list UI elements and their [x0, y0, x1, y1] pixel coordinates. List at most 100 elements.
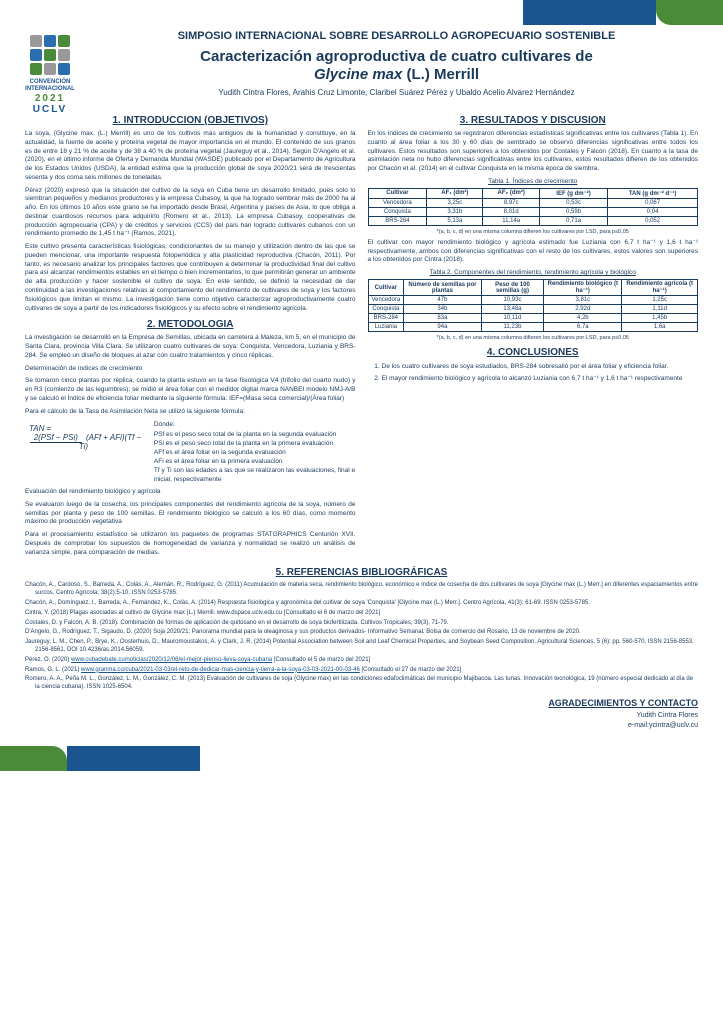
- intro-p3: Este cultivo presenta características fi…: [25, 243, 356, 313]
- tabla2-note: *(a, b, c, d) en una misma columna difie…: [368, 335, 699, 341]
- t2-r3c2: 11,23b: [481, 323, 544, 332]
- refs-heading: 5. REFERENCIAS BIBLIOGRÁFICAS: [25, 567, 698, 578]
- title-line1: Caracterización agroproductiva de cuatro…: [200, 48, 593, 65]
- t2-h2: Peso de 100 semillas (g): [481, 280, 544, 296]
- t1-r1c0: Conquista: [368, 207, 427, 216]
- tabla1-caption: Tabla 1. Índices de crecimiento: [368, 178, 699, 185]
- aff-def: AFf es el área foliar en la segunda eval…: [154, 448, 356, 457]
- t2-h3: Rendimiento biológico (t ha⁻¹): [544, 280, 622, 296]
- tabla1: Cultivar AF₁ (dm²) AF₂ (dm²) IEF (g dm⁻²…: [368, 188, 699, 226]
- authors: Yudith Cintra Flores, Arahis Cruz Limont…: [95, 88, 698, 97]
- symposium-title: SIMPOSIO INTERNACIONAL SOBRE DESARROLLO …: [95, 30, 698, 42]
- ref-4: Costales, D. y Falcón, A. B. (2018). Com…: [25, 620, 698, 628]
- t1-h1: AF₁ (dm²): [427, 188, 483, 198]
- metodo-p6: Se evaluaron luego de la cosecha, los pr…: [25, 501, 356, 527]
- title-rest: (L.) Merrill: [402, 66, 479, 83]
- t1-r0c4: 0,067: [608, 198, 698, 207]
- ref-9: Romero, A. A., Peña M. L., González, L. …: [25, 676, 698, 692]
- t2-r1c1: 34b: [404, 305, 481, 314]
- logo-convention: CONVENCIÓN INTERNACIONAL: [20, 79, 80, 93]
- t2-r1c0: Conquista: [368, 305, 404, 314]
- t1-h0: Cultivar: [368, 188, 427, 198]
- ref-8-pre: Ramos, G. L. (2021): [25, 667, 81, 673]
- t2-r2c3: 4,2b: [544, 314, 622, 323]
- donde-label: Dónde:: [154, 420, 356, 429]
- metodo-p1: La investigación se desarrolló en la Emp…: [25, 334, 356, 360]
- ref-8-link[interactable]: www.granma.cu/cuba/2021-03-03/el-reto-de…: [81, 667, 360, 673]
- ref-8: Ramos, G. L. (2021) www.granma.cu/cuba/2…: [25, 667, 698, 675]
- formula-block: TAN = 2(PSf − PSi)(AFf + AFi)(Tf − Ti) D…: [25, 420, 356, 484]
- conclusion-1: De los cuatro cultivares de soya estudia…: [382, 362, 699, 371]
- ack-email: e-mail:ycintra@uclv.cu: [25, 721, 698, 731]
- t2-r0c3: 3,81c: [544, 296, 622, 305]
- tabla2: Cultivar Número de semillas por plantas …: [368, 279, 699, 332]
- ref-5: D'Angelo, G., Rodríguez, T., Sigaudo, D.…: [25, 629, 698, 637]
- references: Chacón, A., Cardoso, S., Barreda, A., Co…: [25, 582, 698, 692]
- tfti-def: Tf y Ti son las edades a las que se real…: [154, 466, 356, 484]
- t1-r2c3: 0,71a: [539, 216, 607, 225]
- ref-7: Pérez, O. (2020) www.cubadebate.cu/notic…: [25, 657, 698, 665]
- ref-7-post: [Consultado el 5 de marzo del 2021]: [272, 657, 370, 663]
- t2-r2c4: 1,45b: [622, 314, 698, 323]
- t2-r1c3: 2,92d: [544, 305, 622, 314]
- t1-r1c1: 3,31b: [427, 207, 483, 216]
- t1-r1c4: 0,04: [608, 207, 698, 216]
- t1-r0c3: 0,53c: [539, 198, 607, 207]
- t2-r1c2: 13,48a: [481, 305, 544, 314]
- ack-heading: AGRADECIMIENTOS Y CONTACTO: [25, 698, 698, 708]
- t2-r3c3: 6,7a: [544, 323, 622, 332]
- intro-p2: Pérez (2020) expresó que la situación de…: [25, 187, 356, 240]
- metodo-p7: Para el procesamiento estadístico se uti…: [25, 531, 356, 557]
- t2-r2c0: BRS-284: [368, 314, 404, 323]
- logo-uclv: UCLV: [20, 104, 80, 115]
- t1-h3: IEF (g dm⁻²): [539, 188, 607, 198]
- t2-r1c4: 1,11d: [622, 305, 698, 314]
- tan-formula: TAN = 2(PSf − PSi)(AFf + AFi)(Tf − Ti): [25, 420, 146, 455]
- t2-r0c4: 1,25c: [622, 296, 698, 305]
- metodo-p5: Evaluación del rendimiento biológico y a…: [25, 488, 356, 497]
- t1-r0c0: Vencedora: [368, 198, 427, 207]
- t1-r1c2: 8,01d: [483, 207, 539, 216]
- t1-r0c1: 3,25c: [427, 198, 483, 207]
- t1-r2c4: 0,052: [608, 216, 698, 225]
- t2-r3c1: 94a: [404, 323, 481, 332]
- resultados-heading: 3. RESULTADOS Y DISCUSION: [368, 115, 699, 126]
- ref-2: Chacón, A., Domínguez, I., Barreda, A., …: [25, 600, 698, 608]
- ref-8-post: [Consultado el 27 de marzo del 2021]: [360, 667, 461, 673]
- conclusion-2: El mayor rendimiento biológico y agrícol…: [382, 374, 699, 383]
- tabla2-caption: Tabla 2. Componentes del rendimiento, re…: [368, 269, 699, 276]
- t1-r2c0: BRS-284: [368, 216, 427, 225]
- metodo-p3: Se tomaron cinco plantas por réplica, cu…: [25, 377, 356, 403]
- metodo-p4: Para el cálculo de la Tasa de Asimilació…: [25, 408, 356, 417]
- psf-def: PSf es el peso seco total de la planta e…: [154, 430, 356, 439]
- t2-r0c2: 10,93c: [481, 296, 544, 305]
- intro-p1: La soya, (Glycine max. (L.) Merrill) es …: [25, 130, 356, 183]
- t1-r2c2: 11,14a: [483, 216, 539, 225]
- t2-h4: Rendimiento agrícola (t ha⁻¹): [622, 280, 698, 296]
- tabla1-note: *(a, b, c, d) en una misma columna difie…: [368, 229, 699, 235]
- header-deco: [523, 0, 723, 25]
- title-species: Glycine max: [314, 66, 402, 83]
- ref-7-pre: Pérez, O. (2020): [25, 657, 71, 663]
- intro-heading: 1. INTRODUCCION (OBJETIVOS): [25, 115, 356, 126]
- t2-r3c4: 1,6a: [622, 323, 698, 332]
- ref-7-link[interactable]: www.cubadebate.cu/noticias/2020/12/06/el…: [71, 657, 272, 663]
- t2-h0: Cultivar: [368, 280, 404, 296]
- main-title: Caracterización agroproductiva de cuatro…: [95, 48, 698, 84]
- t2-r0c0: Vencedora: [368, 296, 404, 305]
- t1-h4: TAN (g dm⁻² d⁻¹): [608, 188, 698, 198]
- ack-name: Yudith Cintra Flores: [25, 711, 698, 721]
- t1-r2c1: 5,13a: [427, 216, 483, 225]
- ref-6: Jaureguy, L. M., Chen, P., Brye, K., Oos…: [25, 639, 698, 655]
- resultados-p1: En los índices de crecimiento se registr…: [368, 130, 699, 174]
- t2-r0c1: 47b: [404, 296, 481, 305]
- t1-r0c2: 8,97c: [483, 198, 539, 207]
- metodo-p2: Determinación de índices de crecimiento: [25, 365, 356, 374]
- footer-deco: [0, 746, 200, 771]
- t2-h1: Número de semillas por plantas: [404, 280, 481, 296]
- t2-r2c1: 83a: [404, 314, 481, 323]
- t2-r2c2: 10,11d: [481, 314, 544, 323]
- afi-def: AFi es el área foliar en la primera eval…: [154, 457, 356, 466]
- psi-def: PSi es el peso seco total de la planta e…: [154, 439, 356, 448]
- t2-r3c0: Luziania: [368, 323, 404, 332]
